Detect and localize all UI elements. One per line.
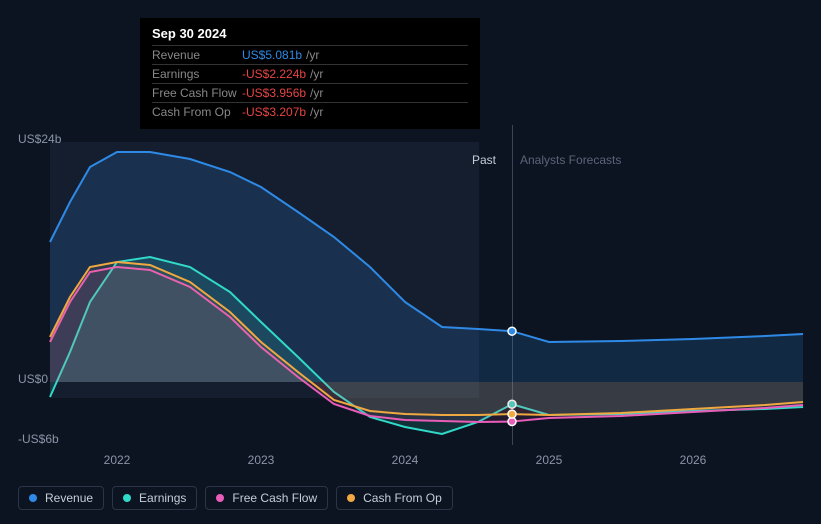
legend: Revenue Earnings Free Cash Flow Cash From O… [18,486,453,510]
legend-dot-icon [123,494,131,502]
legend-dot-icon [29,494,37,502]
tooltip-unit: /yr [306,48,319,62]
legend-item-cash-from-op[interactable]: Cash From Op [336,486,453,510]
y-axis-tick: US$0 [18,372,48,386]
chart-tooltip: Sep 30 2024 RevenueUS$5.081b/yrEarnings-… [140,18,480,129]
legend-item-earnings[interactable]: Earnings [112,486,197,510]
y-axis-tick: US$24b [18,132,61,146]
tooltip-metric-label: Cash From Op [152,105,242,119]
tooltip-metric-value: -US$3.956b [242,86,306,100]
tooltip-metric-value: -US$3.207b [242,105,306,119]
x-axis-tick: 2022 [104,453,131,467]
legend-dot-icon [347,494,355,502]
legend-label: Free Cash Flow [232,491,317,505]
chart-svg [50,125,803,455]
tooltip-row: RevenueUS$5.081b/yr [152,45,468,64]
financials-chart[interactable]: Past Analysts Forecasts US$24bUS$0-US$6b… [18,125,803,475]
legend-item-free-cash-flow[interactable]: Free Cash Flow [205,486,328,510]
tooltip-row: Free Cash Flow-US$3.956b/yr [152,83,468,102]
y-axis-tick: -US$6b [18,432,59,446]
x-axis-tick: 2024 [392,453,419,467]
x-axis-tick: 2023 [248,453,275,467]
x-axis-tick: 2026 [680,453,707,467]
tooltip-metric-label: Revenue [152,48,242,62]
tooltip-rows: RevenueUS$5.081b/yrEarnings-US$2.224b/yr… [152,45,468,121]
tooltip-unit: /yr [310,86,323,100]
tooltip-metric-label: Earnings [152,67,242,81]
legend-label: Earnings [139,491,186,505]
tooltip-unit: /yr [310,67,323,81]
tooltip-row: Earnings-US$2.224b/yr [152,64,468,83]
legend-label: Revenue [45,491,93,505]
series-marker-revenue [508,327,516,335]
tooltip-metric-label: Free Cash Flow [152,86,242,100]
series-marker-cfo [508,410,516,418]
legend-dot-icon [216,494,224,502]
tooltip-unit: /yr [310,105,323,119]
tooltip-date: Sep 30 2024 [152,26,468,45]
tooltip-row: Cash From Op-US$3.207b/yr [152,102,468,121]
tooltip-metric-value: US$5.081b [242,48,302,62]
legend-item-revenue[interactable]: Revenue [18,486,104,510]
legend-label: Cash From Op [363,491,442,505]
x-axis-tick: 2025 [536,453,563,467]
tooltip-metric-value: -US$2.224b [242,67,306,81]
